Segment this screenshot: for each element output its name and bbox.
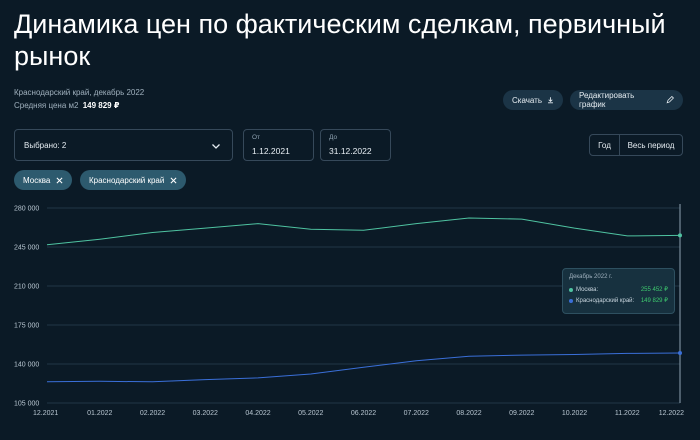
pencil-icon bbox=[666, 96, 674, 104]
tooltip-row-value: 255 452 ₽ bbox=[640, 287, 668, 293]
page-title: Динамика цен по фактическим сделкам, пер… bbox=[14, 9, 666, 71]
date-from-value: 1.12.2021 bbox=[252, 146, 290, 156]
tooltip-row-name: Краснодарский край: bbox=[576, 297, 635, 304]
series-point-0[interactable] bbox=[678, 233, 682, 238]
series-dot-moscow bbox=[569, 287, 573, 292]
x-tick-label: 03.2022 bbox=[193, 410, 218, 417]
x-tick-label: 11.2022 bbox=[615, 410, 640, 417]
date-to-value: 31.12.2022 bbox=[329, 146, 372, 156]
edit-chart-button-label: Редактировать график bbox=[579, 91, 635, 109]
y-tick-label: 175 000 bbox=[14, 323, 39, 330]
average-price: Средняя цена м2 149 829 ₽ bbox=[14, 101, 119, 110]
region-select-value: Выбрано: 2 bbox=[24, 140, 67, 150]
edit-chart-button[interactable]: Редактировать график bbox=[570, 90, 683, 110]
x-tick-label: 07.2022 bbox=[404, 410, 429, 417]
close-icon[interactable] bbox=[170, 177, 177, 184]
download-button-label: Скачать bbox=[512, 95, 542, 105]
x-tick-label: 12.2021 bbox=[33, 410, 58, 417]
download-icon bbox=[548, 97, 553, 104]
x-tick-label: 08.2022 bbox=[456, 410, 481, 417]
close-icon[interactable] bbox=[56, 177, 63, 184]
y-tick-label: 280 000 bbox=[14, 206, 39, 213]
period-toggle: Год Весь период bbox=[589, 134, 683, 156]
x-tick-label: 06.2022 bbox=[351, 410, 376, 417]
x-tick-label: 04.2022 bbox=[245, 410, 270, 417]
date-to-label: До bbox=[329, 134, 338, 141]
chart-tooltip: Декабрь 2022 г. Москва: 255 452 ₽ Красно… bbox=[562, 268, 675, 314]
y-tick-label: 105 000 bbox=[14, 401, 39, 408]
y-tick-label: 140 000 bbox=[14, 362, 39, 369]
x-tick-label: 09.2022 bbox=[509, 410, 534, 417]
x-tick-label: 05.2022 bbox=[298, 410, 323, 417]
chip-moscow-label: Москва bbox=[23, 175, 51, 185]
series-point-1[interactable] bbox=[678, 351, 682, 356]
average-price-value: 149 829 ₽ bbox=[82, 101, 120, 110]
tooltip-row-name: Москва: bbox=[576, 286, 599, 293]
tooltip-row-krasnodar: Краснодарский край: 149 829 ₽ bbox=[569, 297, 668, 304]
chip-krasnodar-label: Краснодарский край bbox=[89, 175, 165, 185]
tooltip-title: Декабрь 2022 г. bbox=[569, 274, 613, 280]
y-tick-label: 245 000 bbox=[14, 245, 39, 252]
series-dot-krasnodar bbox=[569, 298, 573, 303]
x-tick-label: 12.2022 bbox=[659, 410, 684, 417]
series-line-0[interactable] bbox=[46, 217, 681, 246]
series-line-1[interactable] bbox=[46, 352, 681, 383]
x-tick-label: 02.2022 bbox=[140, 410, 165, 417]
date-from-label: От bbox=[252, 134, 261, 141]
period-year-button[interactable]: Год bbox=[590, 135, 620, 155]
chip-moscow[interactable]: Москва bbox=[14, 170, 73, 190]
chevron-down-icon bbox=[212, 144, 220, 149]
period-all-button[interactable]: Весь период bbox=[627, 140, 675, 150]
download-button[interactable]: Скачать bbox=[503, 90, 563, 110]
price-chart[interactable]: 280 000 245 000 210 000 175 000 140 000 105 0… bbox=[0, 198, 700, 440]
x-tick-label: 10.2022 bbox=[562, 410, 587, 417]
y-tick-label: 210 000 bbox=[14, 284, 39, 291]
date-to-field[interactable]: До 31.12.2022 bbox=[320, 129, 391, 161]
chip-krasnodar[interactable]: Краснодарский край bbox=[80, 170, 187, 190]
tooltip-row-moscow: Москва: 255 452 ₽ bbox=[569, 286, 668, 293]
average-price-label: Средняя цена м2 bbox=[14, 101, 79, 110]
x-tick-label: 01.2022 bbox=[87, 410, 112, 417]
date-from-field[interactable]: От 1.12.2021 bbox=[243, 129, 314, 161]
region-select[interactable]: Выбрано: 2 bbox=[14, 129, 233, 161]
tooltip-row-value: 149 829 ₽ bbox=[640, 298, 668, 304]
region-subtitle: Краснодарский край, декабрь 2022 bbox=[14, 88, 145, 97]
